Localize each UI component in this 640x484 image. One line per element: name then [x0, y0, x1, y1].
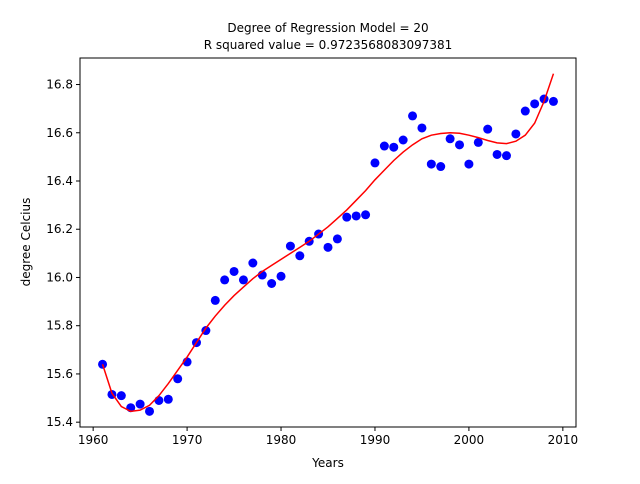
chart-subtitle: R squared value = 0.9723568083097381 — [204, 38, 453, 52]
data-point — [361, 210, 371, 220]
y-tick-label: 16.0 — [46, 270, 73, 284]
data-point — [389, 142, 399, 152]
y-tick-label: 16.6 — [46, 126, 73, 140]
y-tick-label: 15.6 — [46, 367, 73, 381]
data-point — [351, 211, 361, 221]
data-point — [229, 266, 239, 276]
y-tick-label: 15.8 — [46, 319, 73, 333]
data-point — [116, 391, 126, 401]
y-tick-label: 15.4 — [46, 415, 73, 429]
data-point — [210, 295, 220, 305]
data-point — [445, 134, 455, 144]
x-tick-label: 1970 — [172, 433, 203, 447]
data-point — [145, 406, 155, 416]
data-point — [370, 158, 380, 168]
data-point — [332, 234, 342, 244]
data-point — [530, 99, 540, 109]
data-point — [548, 96, 558, 106]
data-point — [408, 111, 418, 121]
data-point — [511, 129, 521, 139]
data-point — [285, 241, 295, 251]
data-point — [417, 123, 427, 133]
data-point — [473, 137, 483, 147]
regression-fit-line — [101, 73, 555, 413]
data-point — [295, 251, 305, 261]
x-tick-label: 1990 — [360, 433, 391, 447]
x-axis: 1960 1970 1980 1990 2000 2010 — [78, 427, 578, 447]
data-point — [220, 275, 230, 285]
data-point — [455, 140, 465, 150]
data-point — [483, 124, 493, 134]
data-point — [276, 271, 286, 281]
chart-title: Degree of Regression Model = 20 — [227, 21, 428, 35]
x-tick-label: 2000 — [454, 433, 485, 447]
data-point — [154, 395, 164, 405]
data-point — [436, 162, 446, 172]
axes-frame — [79, 57, 577, 428]
data-point — [267, 279, 277, 288]
data-point — [398, 135, 408, 145]
data-point — [464, 159, 474, 169]
data-point — [342, 212, 352, 222]
y-tick-label: 16.2 — [46, 222, 73, 236]
y-axis-label: degree Celcius — [19, 198, 33, 287]
data-point — [520, 106, 530, 116]
y-axis: 15.4 15.6 15.8 16.0 16.2 16.4 16.6 16.8 — [46, 78, 80, 429]
data-point — [492, 149, 502, 159]
data-point — [163, 394, 173, 404]
data-point — [238, 275, 248, 285]
y-tick-label: 16.8 — [46, 78, 73, 92]
data-point — [248, 258, 258, 268]
y-tick-label: 16.4 — [46, 174, 73, 188]
data-point — [426, 159, 436, 169]
data-point — [379, 141, 389, 151]
data-point — [173, 374, 183, 384]
plot-area — [98, 73, 558, 416]
x-tick-label: 2010 — [548, 433, 579, 447]
x-tick-label: 1980 — [266, 433, 297, 447]
x-axis-label: Years — [311, 456, 344, 470]
data-point — [135, 399, 145, 409]
data-point — [323, 242, 333, 252]
data-point — [501, 151, 511, 161]
x-tick-label: 1960 — [78, 433, 109, 447]
